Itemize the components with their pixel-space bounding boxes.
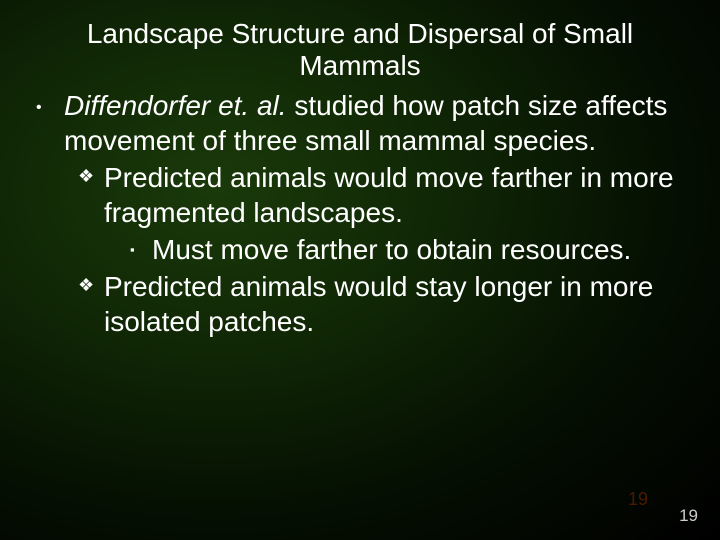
bullet-text: Must move farther to obtain resources. [152, 232, 690, 267]
page-number-light: 19 [679, 506, 698, 526]
bullet-text: Predicted animals would move farther in … [104, 160, 690, 230]
bullet-level1: • Diffendorfer et. al. studied how patch… [30, 88, 690, 158]
author-italic: Diffendorfer et. al. [64, 90, 287, 121]
page-number-dark: 19 [628, 489, 648, 510]
bullet-text: Diffendorfer et. al. studied how patch s… [64, 88, 690, 158]
bullet-diamond-icon: ❖ [78, 160, 104, 230]
bullet-dot-icon: • [30, 88, 64, 158]
slide-container: Landscape Structure and Dispersal of Sma… [0, 0, 720, 540]
bullet-level2: ❖ Predicted animals would stay longer in… [30, 269, 690, 339]
slide-title: Landscape Structure and Dispersal of Sma… [30, 18, 690, 82]
bullet-level3: ▪ Must move farther to obtain resources. [30, 232, 690, 267]
bullet-square-icon: ▪ [130, 232, 152, 267]
bullet-text: Predicted animals would stay longer in m… [104, 269, 690, 339]
slide-content: • Diffendorfer et. al. studied how patch… [30, 88, 690, 339]
bullet-diamond-icon: ❖ [78, 269, 104, 339]
bullet-level2: ❖ Predicted animals would move farther i… [30, 160, 690, 230]
